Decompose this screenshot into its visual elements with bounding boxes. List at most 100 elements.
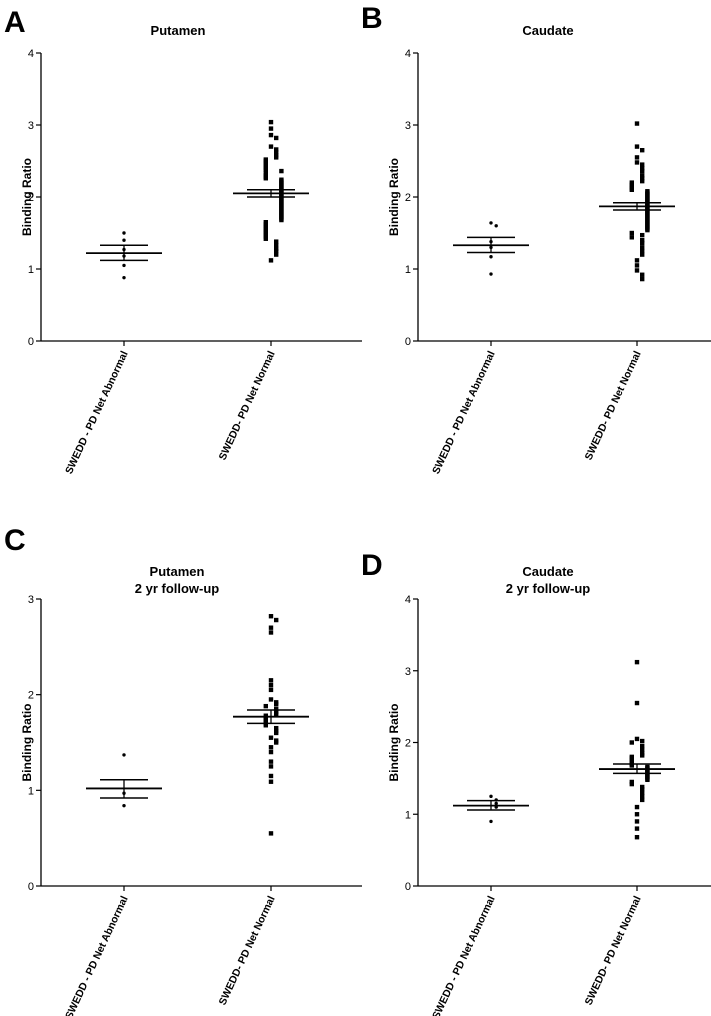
data-point [263,236,268,241]
data-point [634,736,640,742]
data-point [268,682,274,688]
y-tick-label: 1 [28,785,34,797]
data-point [634,812,640,817]
data-point [640,747,645,752]
data-point [268,258,274,263]
data-point [274,239,279,244]
data-point [274,155,279,160]
data-point [263,703,268,709]
panel-b: Caudate Binding Ratio 0 1 2 3 4 SWEDD - PD Net … [387,23,711,476]
data-point [268,749,274,755]
chart-title-line1: Putamen [150,564,205,579]
data-point [634,144,640,149]
data-point [122,275,126,280]
data-point [268,773,274,779]
data-point [645,227,650,233]
data-point [640,148,645,153]
data-point [122,803,126,808]
y-axis-label: Binding Ratio [387,704,401,782]
x-tick-label: SWEDD- PD Net Normal [217,894,278,1007]
data-point [640,240,645,246]
data-point [268,831,274,836]
data-point [640,176,645,181]
data-point [274,248,279,254]
data-point [640,797,645,803]
data-point [489,794,493,799]
data-point [640,786,645,792]
data-point [640,232,645,238]
y-tick-label: 0 [28,881,34,893]
x-tick-label: SWEDD - PD Net Abnormal [430,349,498,476]
chart-title-line2: 2 yr follow-up [506,581,591,596]
data-point [268,745,274,750]
y-tick-label: 1 [405,809,411,821]
data-point [268,126,274,131]
data-point [489,221,493,225]
x-tick-label: SWEDD - PD Net Abnormal [430,894,498,1016]
chart-title: Putamen 2 yr follow-up [135,564,220,596]
data-point [274,702,279,707]
x-tick-label: SWEDD- PD Net Normal [583,894,644,1007]
data-point [268,144,274,149]
data-point [634,155,640,160]
data-point [274,711,279,716]
panel-d: Caudate 2 yr follow-up Binding Ratio 0 1 2 3 4 S… [387,564,711,1016]
data-point [268,132,274,138]
data-point [634,835,640,840]
y-tick-label: 3 [405,666,411,678]
data-point [122,753,126,757]
data-point [634,160,640,165]
panel-letter-b: B [361,2,383,35]
data-point [122,238,126,242]
data-point [279,168,284,174]
data-point [268,630,274,635]
y-tick-label: 3 [28,120,34,132]
panel-letter-c: C [4,524,26,557]
data-point [268,687,274,693]
data-point [629,740,634,745]
data-point [263,167,268,172]
data-point [640,162,645,167]
data-point [640,178,645,184]
data-point [634,268,640,273]
data-point [640,272,645,277]
y-axis-label: Binding Ratio [20,158,34,236]
data-point [268,625,274,630]
data-point [629,781,634,787]
data-point [634,258,640,263]
data-point [640,794,645,799]
y-tick-label: 1 [28,264,34,276]
chart-title: Caudate 2 yr follow-up [506,564,591,596]
data-point [640,252,645,257]
data-point [268,779,274,784]
y-tick-label: 0 [405,336,411,348]
data-point [274,150,279,155]
y-tick-label: 2 [28,690,34,702]
panel-letter-a: A [4,6,26,39]
data-point [268,119,274,125]
data-point [274,135,279,141]
x-tick-label: SWEDD- PD Net Normal [217,349,278,462]
data-point [274,252,279,257]
data-point [274,725,279,731]
data-point [640,166,645,171]
data-point [494,801,498,806]
data-point [640,168,645,174]
data-point [489,272,493,276]
data-point [122,263,126,268]
chart-title: Caudate [522,23,573,38]
chart-title-line2: 2 yr follow-up [135,581,220,596]
data-point [634,659,640,665]
y-tick-label: 3 [28,594,34,606]
chart-title: Putamen [151,23,206,38]
data-point [640,276,645,282]
y-tick-label: 2 [28,192,34,204]
y-axis-label: Binding Ratio [20,704,34,782]
data-point [268,764,274,769]
data-point [274,147,279,152]
data-point [629,230,634,236]
data-point [263,176,268,181]
data-point [268,697,274,702]
data-point [640,245,645,250]
